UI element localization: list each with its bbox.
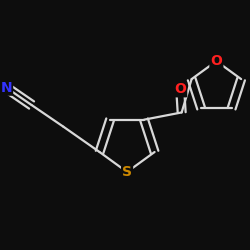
Text: S: S <box>122 165 132 179</box>
Text: N: N <box>0 81 12 95</box>
Text: O: O <box>210 54 222 68</box>
Text: O: O <box>174 82 186 96</box>
